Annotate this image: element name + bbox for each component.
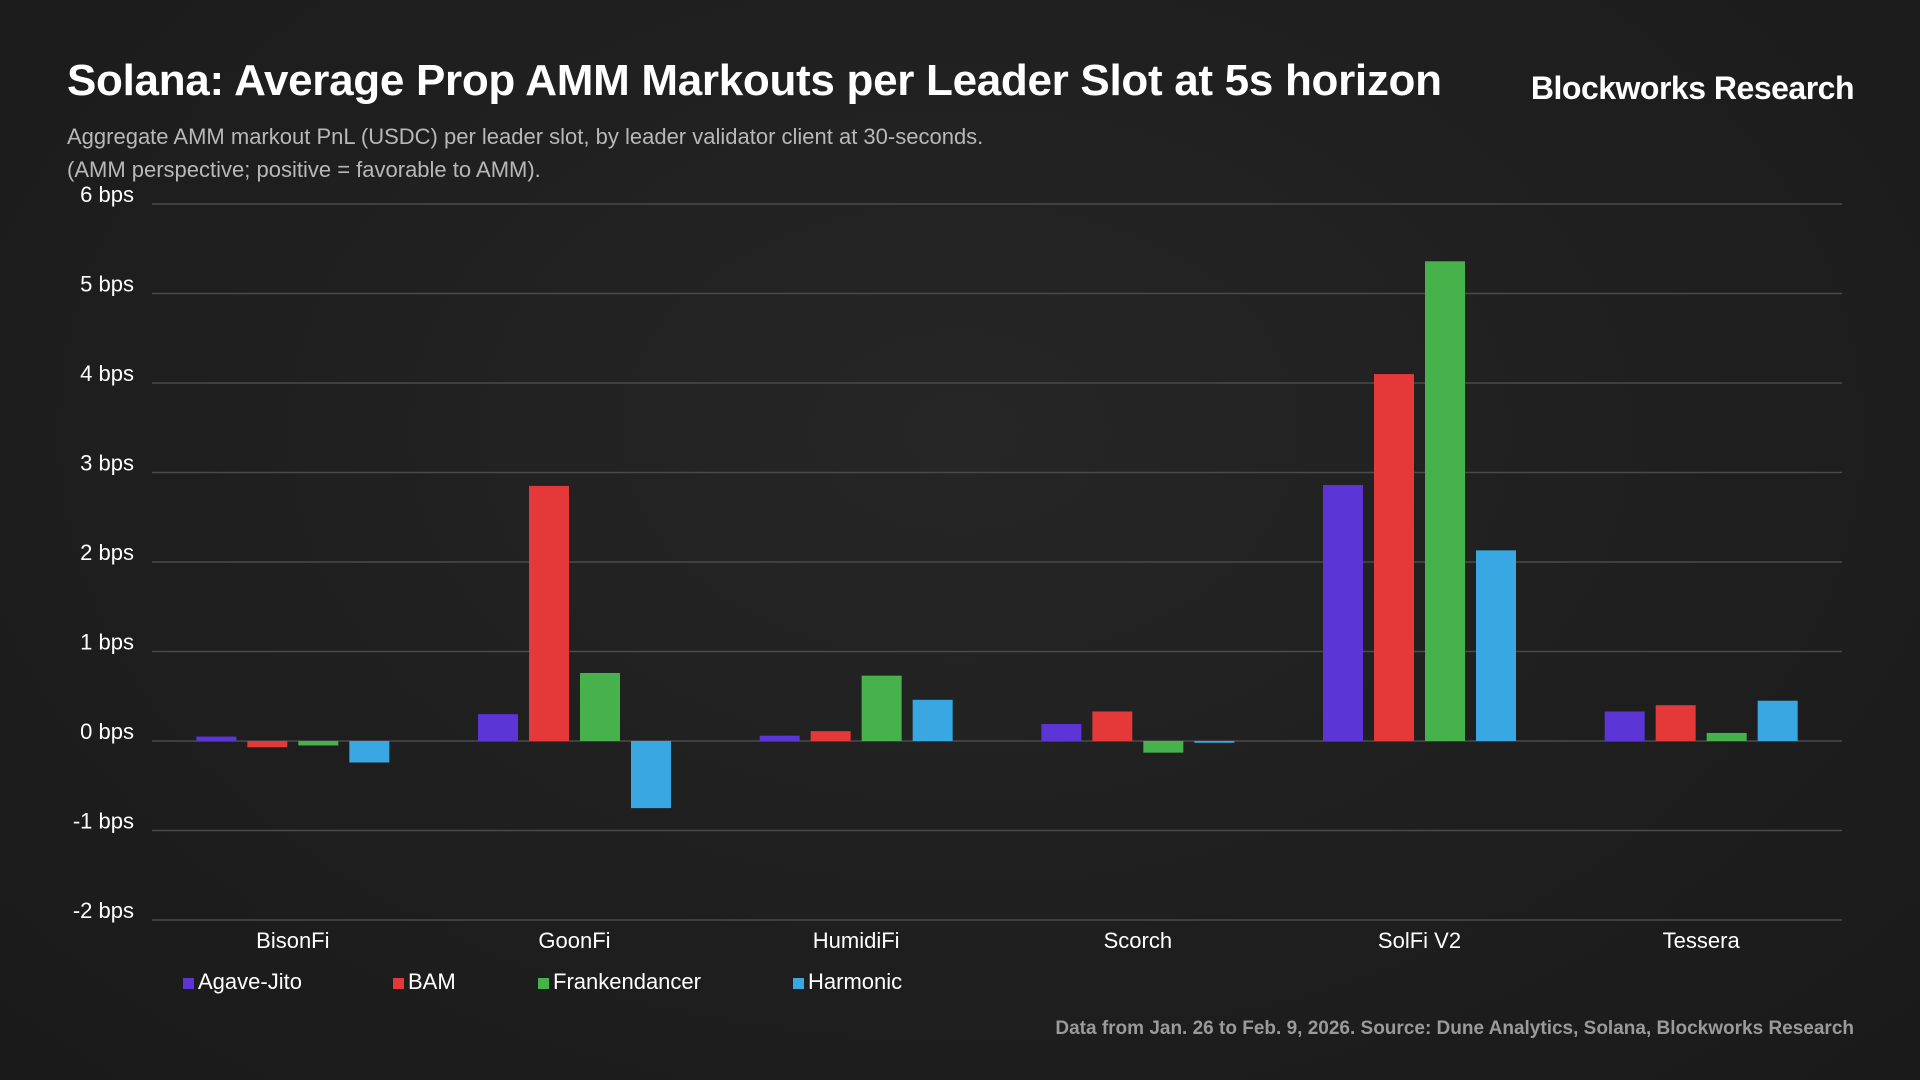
y-tick-label: 4 bps (80, 361, 134, 386)
x-category-label: GoonFi (538, 928, 610, 953)
bar-scorch-harmonic (1194, 741, 1235, 743)
bar-bisonfi-agave-jito (196, 736, 237, 741)
bar-goonfi-frankendancer (580, 672, 620, 741)
bar-scorch-agave-jito (1041, 723, 1082, 741)
legend-label-bam: BAM (408, 969, 456, 994)
bar-tessera-agave-jito (1604, 711, 1645, 741)
bar-solfi-v2-bam (1374, 374, 1414, 741)
bar-solfi-v2-agave-jito (1323, 485, 1363, 741)
x-category-label: Tessera (1663, 928, 1741, 953)
legend-label-harmonic: Harmonic (808, 969, 902, 994)
x-category-label: SolFi V2 (1378, 928, 1461, 953)
bar-humidifi-frankendancer (861, 675, 902, 741)
chart-title: Solana: Average Prop AMM Markouts per Le… (67, 56, 1442, 105)
y-tick-label: -1 bps (73, 809, 134, 834)
chart-subtitle: Aggregate AMM markout PnL (USDC) per lea… (67, 120, 983, 186)
legend-swatch-harmonic (793, 978, 804, 989)
y-tick-label: 5 bps (80, 272, 134, 297)
y-tick-label: -2 bps (73, 898, 134, 923)
bar-goonfi-bam (529, 485, 569, 741)
bar-tessera-frankendancer (1706, 732, 1747, 741)
source-note: Data from Jan. 26 to Feb. 9, 2026. Sourc… (1055, 1018, 1854, 1039)
y-tick-label: 6 bps (80, 182, 134, 207)
y-tick-label: 2 bps (80, 540, 134, 565)
y-tick-label: 1 bps (80, 630, 134, 655)
legend-label-agave-jito: Agave-Jito (198, 969, 302, 994)
legend-label-frankendancer: Frankendancer (553, 969, 701, 994)
bar-solfi-v2-harmonic (1476, 550, 1516, 741)
bar-tessera-harmonic (1757, 700, 1798, 741)
y-tick-label: 0 bps (80, 719, 134, 744)
subtitle-line-1: Aggregate AMM markout PnL (USDC) per lea… (67, 124, 984, 149)
legend-swatch-bam (393, 978, 404, 989)
bar-solfi-v2-frankendancer (1425, 261, 1465, 741)
legend-swatch-agave-jito (183, 978, 194, 989)
bar-humidifi-agave-jito (759, 735, 800, 741)
bar-tessera-bam (1655, 705, 1696, 741)
x-category-label: Scorch (1104, 928, 1172, 953)
x-category-label: HumidiFi (813, 928, 900, 953)
bar-scorch-bam (1092, 711, 1133, 741)
bar-scorch-frankendancer (1143, 741, 1184, 753)
bar-goonfi-harmonic (631, 741, 671, 809)
subtitle-line-2: (AMM perspective; positive = favorable t… (67, 157, 541, 182)
x-category-label: BisonFi (256, 928, 329, 953)
bar-humidifi-bam (810, 731, 851, 741)
bar-bisonfi-frankendancer (298, 741, 339, 746)
legend-swatch-frankendancer (538, 978, 549, 989)
y-tick-label: 3 bps (80, 451, 134, 476)
bar-bisonfi-bam (247, 741, 288, 748)
brand-logo-text: Blockworks Research (1530, 70, 1855, 106)
bar-goonfi-agave-jito (478, 714, 518, 741)
bar-humidifi-harmonic (912, 699, 953, 741)
bar-bisonfi-harmonic (349, 741, 390, 763)
